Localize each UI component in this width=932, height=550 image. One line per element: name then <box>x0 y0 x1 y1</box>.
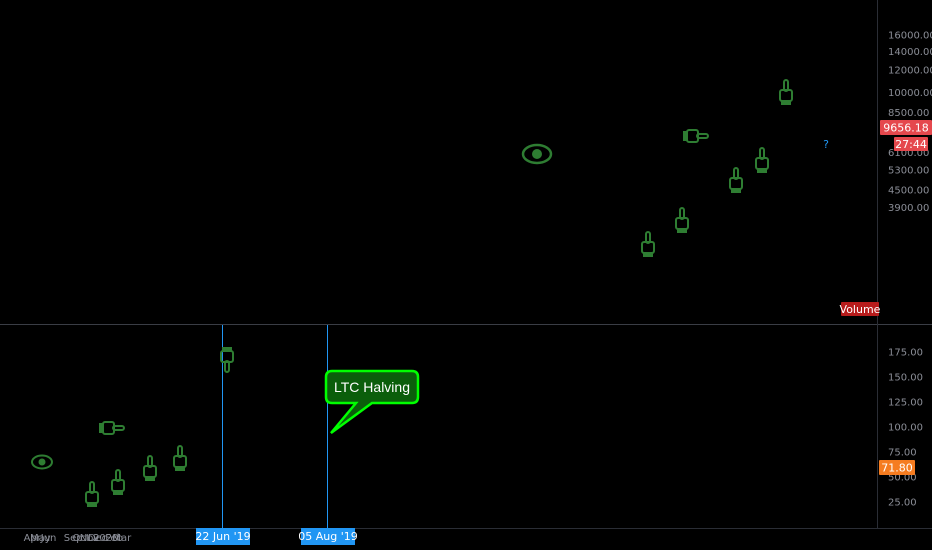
price-axis-tick: 10000.00 <box>888 88 932 99</box>
time-axis-tick: Feb <box>105 533 123 544</box>
price-axis-tick: 6100.00 <box>888 148 929 159</box>
halving-callout[interactable]: LTC Halving <box>324 369 420 435</box>
hand-pointer-icon <box>779 79 793 105</box>
hand-stickers <box>85 79 793 507</box>
indicator-axis-tick: 100.00 <box>888 423 923 434</box>
hand-pointer-icon <box>641 231 655 257</box>
hand-pointer-icon <box>729 167 743 193</box>
crosshair-date-label-1: 22 Jun '19 <box>195 528 251 545</box>
halving-callout-text: LTC Halving <box>334 379 410 395</box>
indicator-axis-tick: 50.00 <box>888 473 917 484</box>
hand-pointer-icon <box>173 445 187 471</box>
time-axis-tick: May <box>30 533 51 544</box>
price-badge: 9656.18 <box>880 120 932 135</box>
indicator-axis-tick: 150.00 <box>888 373 923 384</box>
time-axis-tick: Mar <box>112 533 132 544</box>
price-axis-tick: 16000.00 <box>888 31 932 42</box>
countdown-badge-text: 27:44 <box>895 138 927 151</box>
indicator-badge: 71.80 <box>879 460 915 475</box>
time-axis-tick: Oct <box>73 533 90 544</box>
hand-pointer-icon <box>99 421 125 435</box>
price-axis-tick: 5300.00 <box>888 165 929 176</box>
hand-pointer-icon <box>683 129 709 143</box>
price-axis-tick: 4500.00 <box>888 185 929 196</box>
price-axis-tick: 14000.00 <box>888 47 932 58</box>
hand-pointer-icon <box>143 455 157 481</box>
hand-pointer-icon <box>111 469 125 495</box>
time-axis-tick: Dec <box>88 533 107 544</box>
indicator-axis-tick: 175.00 <box>888 348 923 359</box>
time-axis-tick: 2020 <box>93 533 118 544</box>
indicator-axis-tick: 125.00 <box>888 398 923 409</box>
indicator-axis-tick: 75.00 <box>888 448 917 459</box>
hand-pointer-icon <box>85 481 99 507</box>
help-question-icon[interactable]: ? <box>823 138 829 151</box>
countdown-badge: 27:44 <box>894 137 928 151</box>
time-axis-tick: Nov <box>80 533 100 544</box>
crosshair-date-label-2: 05 Aug '19 <box>298 528 358 545</box>
indicator-badge-text: 71.80 <box>881 462 913 475</box>
hand-pointer-icon <box>220 347 234 373</box>
crosshair-date-text-2: 05 Aug '19 <box>298 530 358 543</box>
price-axis-tick: 12000.00 <box>888 66 932 77</box>
price-axis-tick: 3900.00 <box>888 203 929 214</box>
time-axis-tick: Apr <box>24 533 42 544</box>
crosshair-date-text-1: 22 Jun '19 <box>195 530 250 543</box>
time-axis-tick: Sep <box>64 533 83 544</box>
hand-pointer-icon <box>675 207 689 233</box>
hand-pointer-icon <box>755 147 769 173</box>
eye-sticker-top <box>521 143 553 165</box>
indicator-axis[interactable]: 175.00 150.00 125.00 100.00 75.00 50.00 25.00 <box>888 348 923 509</box>
indicator-axis-tick: 25.00 <box>888 498 917 509</box>
volume-badge-text: Volume <box>840 303 881 316</box>
price-badge-text: 9656.18 <box>883 122 929 135</box>
volume-badge[interactable]: Volume <box>840 302 881 316</box>
time-axis-tick: Jun <box>40 533 57 544</box>
eye-sticker-bottom <box>31 454 53 470</box>
price-axis-tick: 8500.00 <box>888 108 929 119</box>
